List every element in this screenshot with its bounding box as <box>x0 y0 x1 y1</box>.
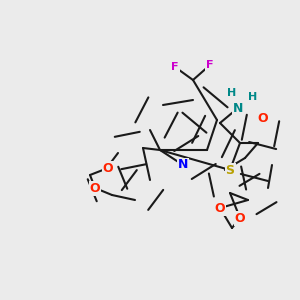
Text: S: S <box>226 164 235 176</box>
Text: O: O <box>215 202 225 214</box>
Text: F: F <box>171 62 179 72</box>
Text: O: O <box>258 112 268 124</box>
Text: N: N <box>233 101 243 115</box>
Text: H: H <box>248 92 258 102</box>
Text: N: N <box>178 158 188 172</box>
Text: O: O <box>235 212 245 224</box>
Text: O: O <box>103 161 113 175</box>
Text: O: O <box>90 182 100 194</box>
Text: F: F <box>206 60 214 70</box>
Text: H: H <box>227 88 237 98</box>
